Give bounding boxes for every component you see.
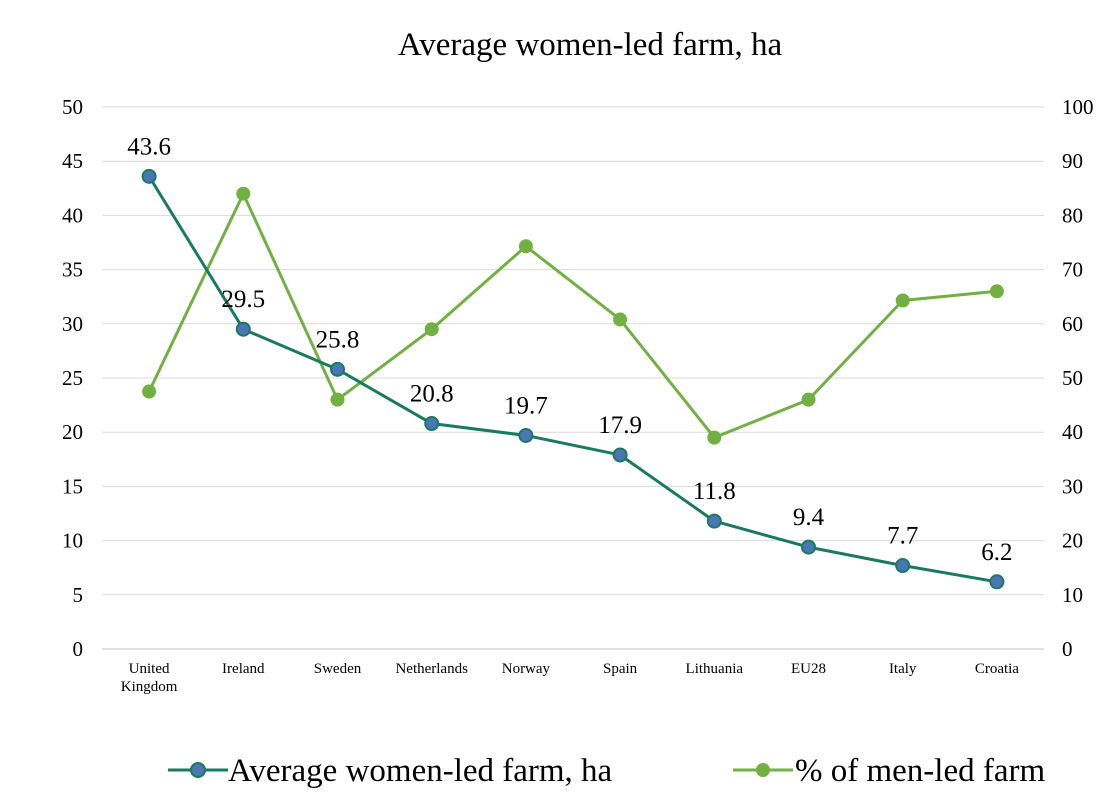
data-label: 19.7: [504, 392, 548, 419]
legend-marker-men-led: [756, 763, 770, 777]
data-point: [330, 361, 345, 377]
left-tick-label: 15: [62, 474, 83, 498]
x-tick-label: Norway: [502, 661, 551, 677]
data-point: [612, 447, 628, 463]
data-point: [801, 392, 816, 407]
data-point: [989, 574, 1005, 590]
x-tick-label: Lithuania: [686, 661, 744, 677]
data-label: 6.2: [981, 539, 1012, 566]
legend-label-women-led: Average women-led farm, ha: [228, 753, 613, 789]
x-axis: United Kingdom Ireland Sweden Netherlands Nor…: [121, 661, 1020, 695]
left-tick-label: 0: [73, 637, 84, 661]
data-point: [235, 321, 251, 337]
data-point: [895, 558, 911, 574]
data-point: [424, 416, 440, 432]
x-tick-label: Croatia: [975, 661, 1019, 677]
series-women-led: [141, 168, 1005, 590]
data-label: 9.4: [793, 504, 825, 531]
series-line: [147, 192, 998, 440]
data-label: 25.8: [316, 326, 360, 353]
data-point: [141, 168, 157, 184]
x-tick-label: United Kingdom: [121, 661, 178, 695]
legend-item-women-led: Average women-led farm, ha: [168, 753, 613, 789]
right-tick-label: 100: [1062, 95, 1094, 119]
x-tick-label: Sweden: [314, 661, 362, 677]
left-tick-label: 10: [62, 529, 83, 553]
data-label: 20.8: [410, 381, 454, 408]
data-point: [330, 392, 345, 407]
data-point: [707, 430, 722, 445]
series-layer: [141, 168, 1005, 590]
data-point: [613, 312, 628, 327]
right-tick-label: 40: [1062, 420, 1083, 444]
left-tick-label: 40: [62, 203, 83, 227]
data-labels: 43.6 29.5 25.8 20.8 19.7 17.9 11.8 9.4 7.7 6.2: [127, 133, 1012, 565]
data-point: [518, 427, 534, 443]
legend-label-men-led: % of men-led farm: [795, 753, 1045, 789]
data-point: [706, 513, 722, 529]
right-tick-label: 20: [1062, 529, 1083, 553]
legend-item-men-led: % of men-led farm: [733, 753, 1045, 789]
data-point: [142, 384, 157, 399]
x-tick-label: Italy: [889, 661, 917, 677]
left-tick-label: 45: [62, 149, 83, 173]
data-point: [895, 293, 910, 308]
chart-title: Average women-led farm, ha: [398, 27, 783, 63]
series-men-led: [142, 186, 1004, 445]
data-label: 7.7: [887, 523, 918, 550]
left-tick-label: 50: [62, 95, 83, 119]
gridlines: [102, 106, 1044, 650]
right-tick-label: 60: [1062, 312, 1083, 336]
x-tick-label: EU28: [791, 661, 826, 677]
left-tick-label: 5: [73, 583, 84, 607]
left-tick-label: 20: [62, 420, 83, 444]
data-point: [424, 322, 439, 337]
series-line: [147, 175, 998, 584]
data-label: 43.6: [127, 133, 171, 160]
data-point: [801, 539, 816, 555]
left-tick-label: 35: [62, 258, 83, 282]
right-tick-label: 10: [1062, 583, 1083, 607]
right-y-axis: 0 10 20 30 40 50 60 70 80 90 100: [1062, 95, 1094, 661]
data-label: 29.5: [221, 286, 265, 313]
x-tick-label: Netherlands: [395, 661, 468, 677]
left-y-axis: 0 5 10 15 20 25 30 35 40 45 50: [62, 95, 83, 661]
data-point: [989, 284, 1004, 299]
legend-marker-women-led: [190, 762, 206, 778]
right-tick-label: 80: [1062, 203, 1083, 227]
right-tick-label: 90: [1062, 149, 1083, 173]
data-label: 17.9: [598, 412, 642, 439]
data-point: [236, 186, 251, 201]
right-tick-label: 30: [1062, 474, 1083, 498]
data-point: [518, 239, 533, 254]
right-tick-label: 50: [1062, 366, 1083, 390]
legend: Average women-led farm, ha % of men-led …: [168, 753, 1045, 789]
x-tick-label: Ireland: [222, 661, 265, 677]
data-label: 11.8: [693, 478, 736, 505]
right-tick-label: 0: [1062, 637, 1073, 661]
x-tick-label: Spain: [603, 661, 638, 677]
left-tick-label: 30: [62, 312, 83, 336]
right-tick-label: 70: [1062, 258, 1083, 282]
left-tick-label: 25: [62, 366, 83, 390]
